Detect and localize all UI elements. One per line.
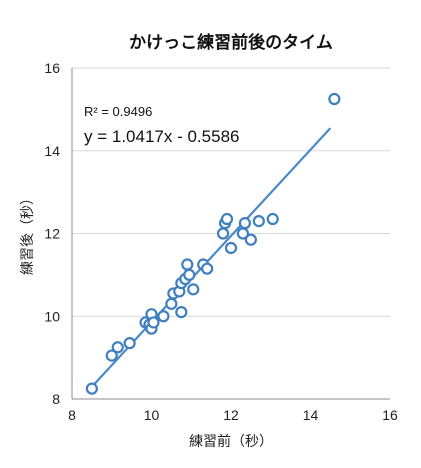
data-point: [165, 297, 178, 310]
data-point: [328, 92, 341, 106]
data-point: [216, 227, 230, 240]
data-point: [220, 212, 234, 226]
y-tick-label: 10: [44, 308, 60, 324]
axes: [71, 68, 390, 400]
x-tick-label: 14: [303, 407, 319, 423]
data-point: [111, 341, 124, 354]
regression-equation-label: y = 1.0417x - 0.5586: [84, 127, 239, 146]
data-point: [187, 283, 200, 296]
data-point: [175, 306, 188, 319]
y-tick-labels: 8 10 12 14 16: [44, 60, 60, 407]
data-point: [252, 214, 265, 228]
data-point: [105, 349, 118, 362]
r-squared-label: R² = 0.9496: [84, 104, 152, 119]
chart-title: かけっこ練習前後のタイム: [129, 32, 333, 53]
data-point: [224, 241, 238, 255]
data-point: [244, 233, 257, 246]
data-point: [85, 382, 98, 395]
x-tick-label: 12: [223, 407, 239, 423]
x-axis-title: 練習前（秒）: [189, 433, 273, 450]
data-point: [181, 258, 194, 271]
x-tick-label: 8: [68, 407, 76, 423]
data-point: [201, 262, 214, 275]
y-tick-label: 8: [52, 391, 60, 407]
data-point: [157, 310, 170, 323]
data-point: [183, 268, 196, 281]
data-points: [85, 92, 341, 395]
y-axis-title: 練習後（秒）: [20, 191, 36, 275]
x-tick-label: 10: [144, 407, 160, 423]
x-tick-label: 16: [382, 407, 398, 423]
data-point: [238, 217, 252, 230]
gridlines: [72, 67, 390, 317]
data-point: [266, 212, 279, 226]
x-tick-labels: 8 10 12 14 16: [68, 407, 398, 423]
data-point: [123, 337, 136, 350]
data-point: [147, 316, 160, 329]
y-tick-label: 14: [44, 143, 60, 159]
y-tick-label: 12: [44, 226, 60, 242]
y-tick-label: 16: [44, 60, 60, 76]
